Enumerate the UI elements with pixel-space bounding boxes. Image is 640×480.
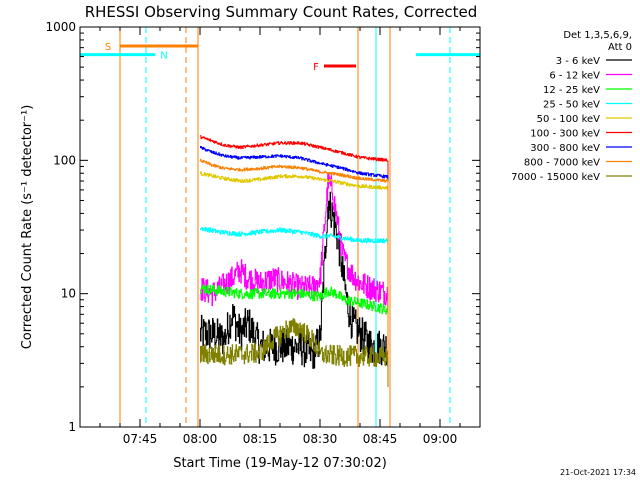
x-tick-label: 08:15 xyxy=(243,432,278,446)
series-line xyxy=(200,191,389,387)
legend-label: 100 - 300 keV xyxy=(530,129,600,140)
state-bars: S N F xyxy=(80,42,480,73)
y-tick-label: 1 xyxy=(68,420,76,434)
axes: 1 10 100 1000 07:45 08:00 08:15 08:30 08:45 09:00 xyxy=(45,20,481,446)
legend-header: Att 0 xyxy=(608,42,632,53)
state-bar-label: N xyxy=(160,51,167,62)
chart-title: RHESSI Observing Summary Count Rates, Co… xyxy=(85,3,478,21)
state-bar-label: S xyxy=(105,42,111,53)
legend-label: 50 - 100 keV xyxy=(537,114,601,125)
legend-label: 3 - 6 keV xyxy=(556,56,600,67)
vertical-markers xyxy=(79,27,451,427)
y-axis-label: Corrected Count Rate (s⁻¹ detector⁻¹) xyxy=(20,105,35,350)
series-line xyxy=(200,284,389,387)
x-tick-label: 08:30 xyxy=(303,432,338,446)
y-tick-label: 1000 xyxy=(45,20,76,34)
legend-label: 800 - 7000 keV xyxy=(524,158,600,169)
series-line xyxy=(200,318,389,387)
state-bar-label: F xyxy=(313,62,319,73)
legend-label: 25 - 50 keV xyxy=(543,100,600,111)
series-line xyxy=(200,135,389,387)
legend-label: 6 - 12 keV xyxy=(549,71,600,82)
legend-label: 300 - 800 keV xyxy=(530,143,600,154)
series-layer xyxy=(200,135,389,387)
series-line xyxy=(200,158,389,387)
x-tick-label: 08:45 xyxy=(363,432,398,446)
legend-header: Det 1,3,5,6,9, xyxy=(563,30,632,41)
x-tick-label: 07:45 xyxy=(123,432,158,446)
series-line xyxy=(200,171,389,387)
legend-label: 12 - 25 keV xyxy=(543,85,600,96)
series-line xyxy=(200,226,389,387)
legend: Det 1,3,5,6,9,Att 0 3 - 6 keV 6 - 12 keV 12… xyxy=(511,30,632,183)
x-tick-label: 08:00 xyxy=(183,432,218,446)
y-tick-label: 10 xyxy=(61,287,76,301)
legend-label: 7000 - 15000 keV xyxy=(511,172,600,183)
date-stamp: 21-Oct-2021 17:34 xyxy=(560,468,636,477)
x-axis-label: Start Time (19-May-12 07:30:02) xyxy=(173,456,387,471)
series-line xyxy=(200,146,389,387)
plot-frame xyxy=(79,26,481,428)
x-tick-label: 09:00 xyxy=(423,432,458,446)
y-tick-label: 100 xyxy=(53,153,76,167)
